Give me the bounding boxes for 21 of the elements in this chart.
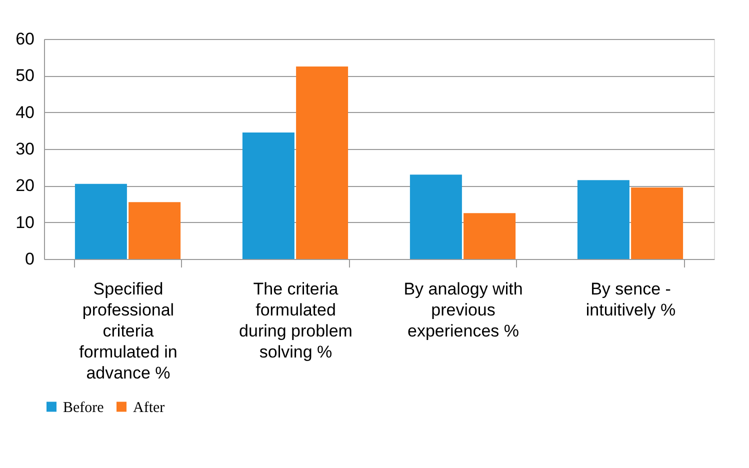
- bar: [464, 213, 516, 259]
- x-tick-label: By sence - intuitively %: [586, 280, 676, 320]
- x-tick-label: Specified professional criteria formulated in advance %: [79, 280, 178, 382]
- bar: [242, 132, 294, 259]
- x-tick-label: By analogy with previous experiences %: [404, 280, 523, 340]
- bar: [577, 180, 630, 259]
- y-tick-label: 20: [16, 176, 34, 196]
- bar: [296, 66, 348, 259]
- y-tick-label: 40: [16, 102, 34, 122]
- bar: [74, 184, 127, 259]
- legend-label: After: [133, 400, 165, 416]
- bar: [128, 202, 181, 259]
- legend-label: Before: [63, 400, 104, 416]
- y-tick-label: 30: [16, 140, 34, 158]
- y-tick-label: 10: [16, 212, 34, 232]
- y-tick-label: 0: [25, 250, 34, 268]
- x-tick-label: The criteria formulated during problem solving %: [239, 280, 352, 362]
- y-tick-label: 50: [16, 66, 34, 86]
- bar: [410, 174, 462, 259]
- y-tick-label: 60: [16, 30, 34, 48]
- bar: [631, 188, 684, 259]
